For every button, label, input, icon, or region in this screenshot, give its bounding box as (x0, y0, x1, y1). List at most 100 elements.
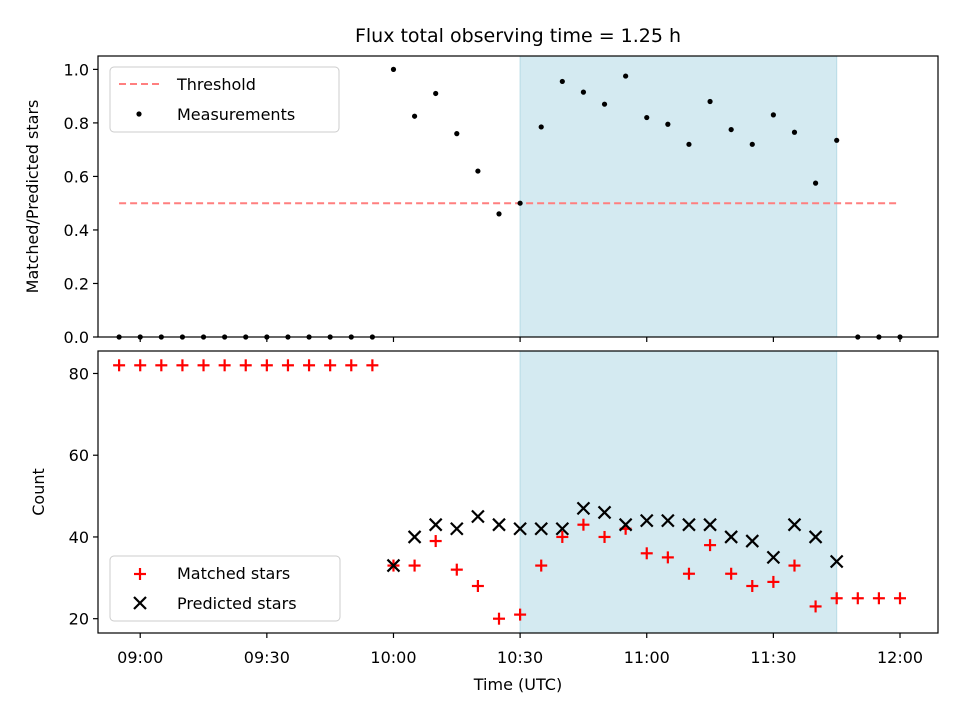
predicted-star-point (471, 509, 485, 524)
top-legend-measurements-swatch (136, 111, 142, 117)
matched-star-point (577, 518, 590, 531)
x-tick-label: 12:00 (877, 648, 923, 667)
measurement-point (791, 129, 798, 135)
top-panel-frame (97, 55, 939, 338)
x-axis-label: Time (UTC) (473, 675, 562, 694)
predicted-star-point (450, 522, 464, 536)
measurement-point (475, 168, 481, 174)
top-legend-threshold-label: Threshold (176, 75, 256, 94)
top-panel-shade (519, 55, 838, 338)
predicted-star-point (576, 501, 591, 516)
x-tick-label: 11:00 (624, 648, 670, 667)
measurement-point (749, 141, 755, 147)
matched-star-point (556, 530, 569, 543)
matched-star-point (725, 567, 738, 580)
measurement-point (686, 141, 692, 147)
predicted-star-point (661, 513, 675, 528)
matched-star-point (197, 359, 210, 372)
measurement-point (496, 211, 502, 217)
matched-star-point (851, 592, 864, 605)
measurement-point (770, 112, 776, 118)
matched-star-point (176, 359, 189, 372)
matched-star-point (260, 359, 273, 372)
matched-star-point (134, 359, 147, 372)
x-tick-label: 10:00 (370, 648, 416, 667)
x-tick-label: 11:30 (750, 648, 796, 667)
predicted-star-point (787, 517, 802, 532)
predicted-star-point (682, 517, 696, 532)
x-tick-label: 09:00 (117, 648, 163, 667)
top-ylabel: Matched/Predicted stars (23, 100, 42, 294)
matched-star-point (872, 592, 885, 605)
bottom-y-tick-label: 20 (69, 610, 89, 629)
matched-star-point (324, 359, 337, 372)
chart-title: Flux total observing time = 1.25 h (355, 25, 681, 47)
bottom-ylabel: Count (29, 468, 48, 516)
matched-star-point (640, 547, 653, 560)
matched-star-point (408, 559, 421, 572)
bottom-panel: 09:00 09:30 10:00 10:30 11:00 11:30 12:00 20 40… (29, 350, 939, 694)
predicted-star-point (492, 517, 506, 532)
predicted-star-point (597, 505, 612, 520)
predicted-star-point (766, 550, 781, 565)
matched-star-point (450, 563, 463, 576)
measurement-point (644, 114, 650, 121)
predicted-star-point (829, 554, 844, 569)
top-y-tick-label: 0.2 (64, 274, 89, 293)
bottom-legend-predicted-swatch (133, 596, 147, 610)
matched-star-point (113, 359, 126, 372)
bottom-y-tick-label: 80 (69, 364, 89, 383)
predicted-star-point (745, 534, 760, 548)
measurement-point (517, 200, 523, 206)
measurement-point (580, 89, 587, 95)
matched-star-point (155, 359, 168, 372)
bottom-y-tick-label: 60 (69, 446, 89, 465)
predicted-star-point (724, 530, 738, 544)
matched-star-point (471, 580, 484, 592)
top-legend: Threshold Measurements (109, 66, 340, 133)
measurement-point (411, 113, 418, 119)
predicted-star-point (703, 517, 717, 532)
bottom-legend-predicted-label: Predicted stars (177, 594, 297, 613)
matched-star-point (218, 359, 231, 372)
predicted-star-point (555, 522, 570, 536)
measurement-point (390, 66, 397, 72)
measurement-point (834, 137, 840, 143)
x-tick-label: 10:30 (497, 648, 543, 667)
measurement-point (433, 90, 439, 97)
matched-star-point (493, 612, 506, 625)
measurement-point (538, 124, 544, 130)
bottom-legend: Matched stars Predicted stars (109, 555, 341, 622)
matched-star-point (704, 539, 717, 552)
measurement-point (707, 98, 713, 105)
matched-star-point (746, 580, 759, 592)
measurement-point (812, 180, 819, 186)
predicted-star-point (513, 522, 527, 536)
matched-star-point (767, 575, 780, 588)
matched-star-point (535, 559, 548, 572)
bottom-y-tick-label: 40 (69, 528, 89, 547)
matched-star-point (830, 592, 843, 605)
predicted-star-point (407, 530, 422, 544)
bottom-legend-matched-swatch (134, 568, 146, 580)
matched-star-point (429, 535, 442, 548)
top-legend-box (109, 66, 340, 133)
matched-star-point (809, 600, 822, 613)
predicted-star-point (386, 558, 401, 573)
matched-star-point (894, 592, 907, 605)
predicted-star-point (534, 522, 548, 536)
top-y-tick-label: 0.4 (64, 221, 89, 240)
measurement-point (559, 78, 565, 85)
matched-star-point (661, 551, 674, 564)
matched-star-point (239, 359, 252, 372)
top-y-tick-label: 0.0 (64, 328, 89, 347)
matched-star-point (281, 359, 294, 372)
matched-star-point (366, 359, 379, 372)
matched-star-point (598, 530, 611, 543)
bottom-legend-box (109, 555, 341, 622)
top-panel: 0.0 0.2 0.4 0.6 0.8 1.0 Matched/Predicted sta… (23, 55, 939, 347)
bottom-legend-matched-label: Matched stars (177, 564, 290, 583)
top-y-tick-label: 0.6 (64, 167, 89, 186)
x-tick-label: 09:30 (244, 648, 290, 667)
top-legend-measurements-label: Measurements (177, 105, 295, 124)
